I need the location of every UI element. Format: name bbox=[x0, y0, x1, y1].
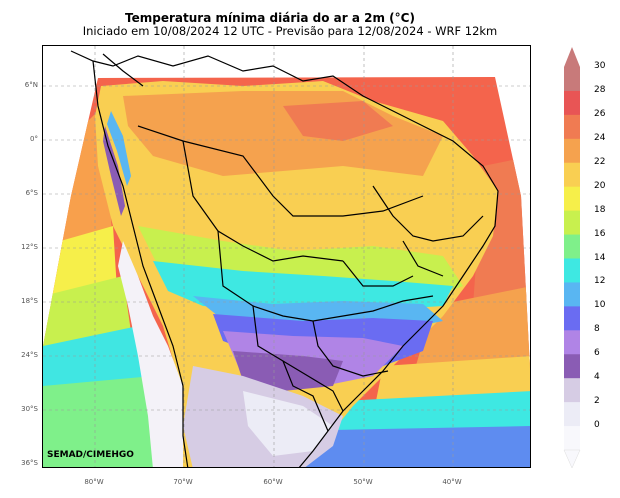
lat-label-12s: 12°S bbox=[21, 243, 38, 251]
colorbar-arrow-top bbox=[564, 47, 580, 67]
colorbar-segment bbox=[564, 306, 580, 331]
colorbar-segment bbox=[564, 354, 580, 379]
amazon-red bbox=[283, 101, 393, 141]
colorbar-tick-label: 20 bbox=[594, 180, 606, 191]
andes-north-blue bbox=[107, 111, 131, 186]
country-borders bbox=[70, 50, 499, 467]
gridlines bbox=[43, 46, 530, 467]
colorbar-segment bbox=[564, 234, 580, 259]
colorbar-tick-label: 22 bbox=[594, 156, 606, 167]
atlantic-blue bbox=[273, 426, 530, 467]
andes-white bbox=[118, 241, 183, 467]
colorbar-segment bbox=[564, 402, 580, 427]
colorbar-tick-label: 6 bbox=[594, 348, 600, 359]
colorbar-tick-label: 24 bbox=[594, 132, 606, 143]
colorbar-segment bbox=[564, 67, 580, 92]
temperature-field bbox=[43, 77, 530, 467]
lon-label-50w: 50°W bbox=[353, 478, 373, 486]
colorbar-segment bbox=[564, 114, 580, 140]
colorbar-tick-label: 4 bbox=[594, 372, 600, 383]
page-title: Temperatura mínima diária do ar a 2m (°C… bbox=[125, 11, 415, 25]
colorbar-segment bbox=[564, 282, 580, 307]
colorbar-segment bbox=[564, 162, 580, 188]
colorbar-tick-label: 16 bbox=[594, 228, 606, 239]
colorbar-tick-label: 14 bbox=[594, 252, 606, 263]
colorbar-segment bbox=[564, 138, 580, 164]
colorbar-tick-label: 10 bbox=[594, 300, 606, 311]
lat-label-6s: 6°S bbox=[25, 189, 38, 197]
colorbar-segment bbox=[564, 426, 580, 451]
colorbar-segment bbox=[564, 186, 580, 212]
southcone-white bbox=[243, 391, 333, 456]
page-subtitle: Iniciado em 10/08/2024 12 UTC - Previsão… bbox=[82, 24, 498, 38]
lat-label-18s: 18°S bbox=[21, 297, 38, 305]
colorbar-tick-label: 8 bbox=[594, 324, 600, 335]
lon-label-70w: 70°W bbox=[173, 478, 193, 486]
lon-label-60w: 60°W bbox=[263, 478, 283, 486]
colorbar-segment bbox=[564, 258, 580, 283]
colorbar-segment bbox=[564, 330, 580, 355]
lat-label-0: 0° bbox=[30, 135, 38, 143]
colorbar-tick-label: 0 bbox=[594, 420, 600, 431]
colorbar-tick-label: 12 bbox=[594, 276, 606, 287]
lat-label-24s: 24°S bbox=[21, 351, 38, 359]
lat-label-30s: 30°S bbox=[21, 405, 38, 413]
pacific-lightgreen bbox=[43, 376, 163, 467]
forecast-map bbox=[42, 45, 531, 468]
central-cyan bbox=[153, 261, 453, 311]
colorbar-tick-label: 30 bbox=[594, 61, 606, 71]
colorbar-tick-label: 2 bbox=[594, 396, 600, 407]
colorbar-arrow-bottom bbox=[563, 449, 581, 469]
colorbar-tick-label: 28 bbox=[594, 84, 606, 95]
lat-label-36s: 36°S bbox=[21, 459, 38, 467]
lat-label-6n: 6°N bbox=[24, 81, 38, 89]
lon-label-80w: 80°W bbox=[84, 478, 104, 486]
colorbar-tick-label: 18 bbox=[594, 204, 606, 215]
colorbar-segment bbox=[564, 378, 580, 403]
colorbar-segment bbox=[564, 90, 580, 116]
map-canvas bbox=[43, 46, 530, 467]
credit-label: SEMAD/CIMEHGO bbox=[47, 450, 134, 460]
colorbar-tick-label: 26 bbox=[594, 108, 606, 119]
colorbar-segment bbox=[564, 210, 580, 236]
lon-label-40w: 40°W bbox=[442, 478, 462, 486]
